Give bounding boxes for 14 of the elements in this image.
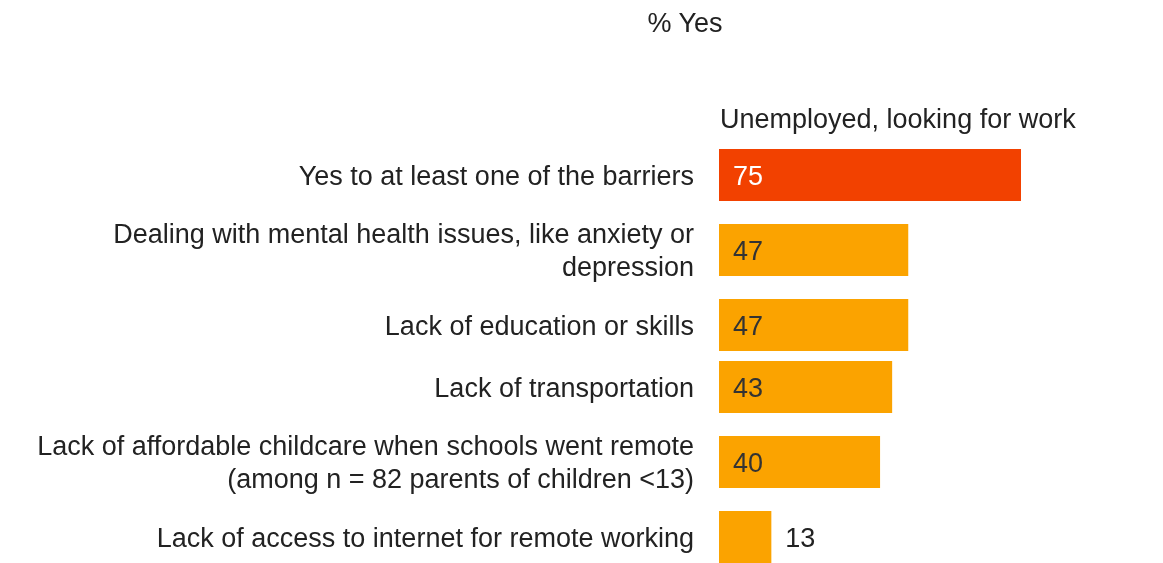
data-label: 47	[733, 235, 764, 266]
y-tick-label: Lack of transportation	[434, 372, 694, 403]
data-label: 75	[733, 160, 764, 191]
y-tick-label: Dealing with mental health issues, like anxiety or depression	[113, 219, 694, 283]
y-tick-label: Lack of education or skills	[384, 310, 694, 341]
chart-subtitle: Unemployed, looking for work	[720, 104, 1077, 134]
data-label: 13	[785, 522, 816, 553]
data-label: 47	[733, 310, 764, 341]
y-tick-label: Yes to at least one of the barriers	[298, 160, 694, 191]
y-tick-label: Lack of affordable childcare when schools went remote (among n = 82 parents of children <13)	[37, 431, 694, 495]
data-label: 40	[733, 447, 764, 478]
data-label: 43	[733, 372, 764, 403]
chart-title: % Yes	[647, 8, 723, 38]
y-tick-label: Lack of access to internet for remote working	[156, 522, 694, 553]
